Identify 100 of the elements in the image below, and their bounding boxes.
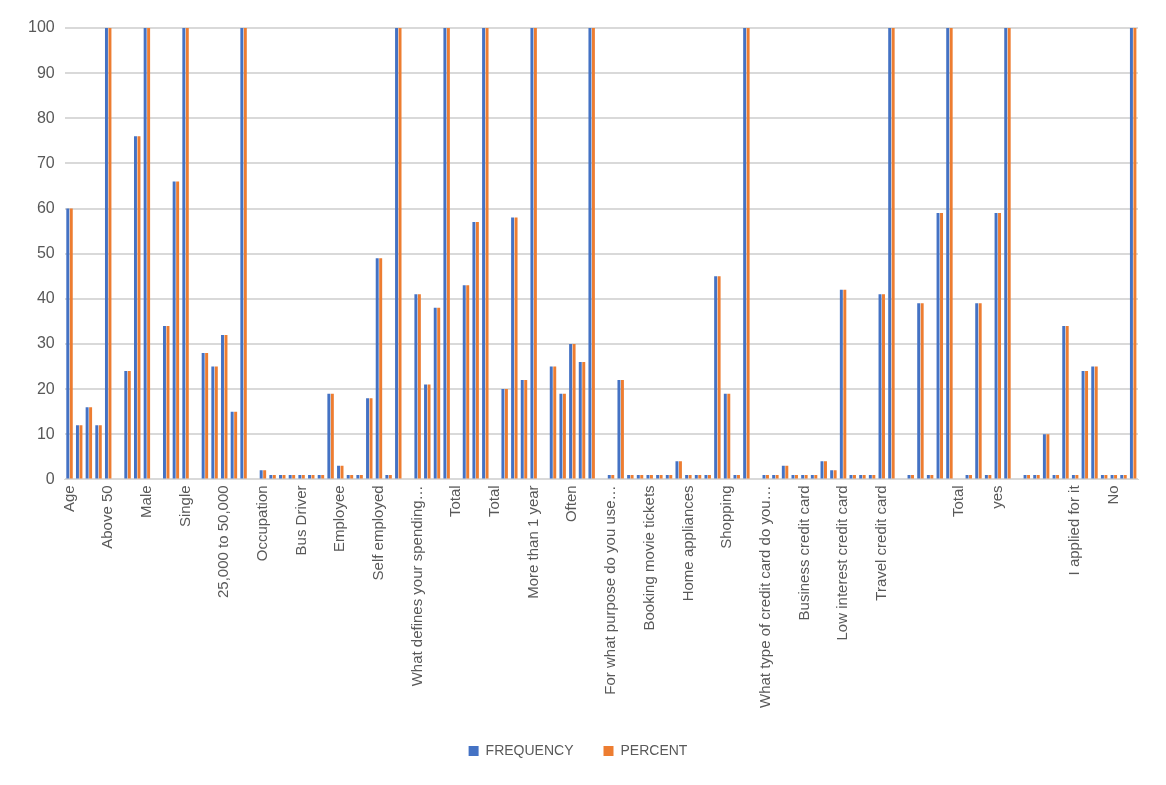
y-tick-label: 50: [36, 244, 55, 262]
bar: [1104, 474, 1108, 479]
bar: [524, 380, 528, 479]
bar: [723, 393, 727, 479]
bar: [1129, 28, 1133, 479]
bar: [379, 258, 383, 479]
bar: [288, 474, 292, 479]
bar: [350, 474, 354, 479]
bar: [259, 470, 263, 479]
x-tick-label: 25,000 to 50,000: [214, 485, 232, 598]
bar: [969, 474, 973, 479]
x-tick-label: Home appliances: [678, 485, 696, 602]
bar: [843, 289, 847, 479]
bar: [988, 474, 992, 479]
x-tick-label: Travel credit card: [871, 485, 889, 601]
bar: [1100, 474, 1104, 479]
y-tick-label: 10: [36, 424, 55, 442]
bar: [108, 28, 112, 479]
bar: [279, 474, 282, 479]
bar: [926, 474, 930, 479]
bar: [104, 28, 108, 479]
x-tick-label: Business credit card: [794, 485, 812, 621]
x-tick-label: Above 50: [98, 485, 116, 549]
legend-label: FREQUENCY: [485, 741, 575, 758]
y-tick-label: 60: [36, 198, 55, 216]
x-tick-label: What defines your spending…: [407, 485, 425, 687]
bar: [172, 181, 176, 479]
x-tick-label: Total: [949, 485, 967, 518]
bar: [872, 474, 876, 479]
bar: [230, 411, 234, 479]
legend-label: PERCENT: [620, 741, 688, 758]
bar: [1133, 28, 1137, 479]
bar: [176, 181, 180, 479]
y-tick-label: 70: [36, 153, 55, 171]
x-tick-label: Booking movie tickets: [639, 485, 657, 631]
bar: [147, 28, 151, 479]
y-tick-label: 100: [27, 18, 55, 36]
bar: [868, 474, 872, 479]
y-tick-label: 40: [36, 289, 55, 307]
bar: [582, 362, 586, 479]
bar: [205, 353, 209, 479]
x-tick-label: Bus Driver: [291, 485, 309, 556]
bar: [134, 136, 137, 479]
bar: [911, 474, 914, 479]
bar: [462, 285, 466, 479]
x-tick-label: For what purpose do you use…: [601, 485, 619, 695]
bar: [143, 28, 147, 479]
bar: [665, 474, 669, 479]
x-tick-label: No: [1103, 485, 1121, 505]
bar: [292, 474, 296, 479]
bar: [1027, 474, 1031, 479]
bar: [317, 474, 321, 479]
x-tick-label: Age: [59, 485, 77, 513]
bar: [853, 474, 856, 479]
bar: [85, 407, 89, 479]
bar: [1023, 474, 1027, 479]
bar: [375, 258, 379, 479]
bar: [930, 474, 934, 479]
x-tick-label: Low interest credit card: [833, 485, 851, 641]
bar: [1052, 474, 1056, 479]
bar: [907, 474, 911, 479]
bar: [984, 474, 988, 479]
bar: [166, 325, 170, 479]
bar: [882, 294, 885, 479]
bar: [89, 407, 93, 479]
bar: [694, 474, 698, 479]
x-tick-label: Total: [485, 485, 503, 518]
bar: [839, 289, 843, 479]
bar: [607, 474, 611, 479]
bar: [727, 393, 731, 479]
y-tick-label: 90: [36, 63, 55, 81]
bar: [810, 474, 814, 479]
bar: [1042, 434, 1046, 479]
bar: [321, 474, 325, 479]
bar: [1046, 434, 1050, 479]
bar: [234, 411, 238, 479]
bar: [669, 474, 673, 479]
x-tick-label: Often: [562, 485, 580, 523]
bar: [936, 213, 940, 479]
x-tick-label: Male: [137, 485, 155, 518]
x-tick-label: I applied for it: [1065, 484, 1083, 576]
bar: [1056, 474, 1060, 479]
x-tick-label: More than 1 year: [523, 485, 541, 599]
bar: [814, 474, 818, 479]
bar: [1110, 474, 1114, 479]
y-tick-label: 20: [36, 379, 55, 397]
bar: [640, 474, 644, 479]
bar: [611, 474, 615, 479]
x-tick-label: Total: [446, 485, 464, 518]
bar: [698, 474, 702, 479]
bar: [1075, 474, 1079, 479]
bar: [308, 474, 311, 479]
bar: [75, 425, 79, 479]
bar: [578, 362, 582, 479]
bar: [1071, 474, 1075, 479]
x-tick-label: What type of credit card do you…: [755, 485, 773, 708]
x-tick-label: Employee: [330, 485, 348, 553]
bar: [781, 465, 785, 479]
bar: [263, 470, 267, 479]
bar: [824, 461, 827, 479]
